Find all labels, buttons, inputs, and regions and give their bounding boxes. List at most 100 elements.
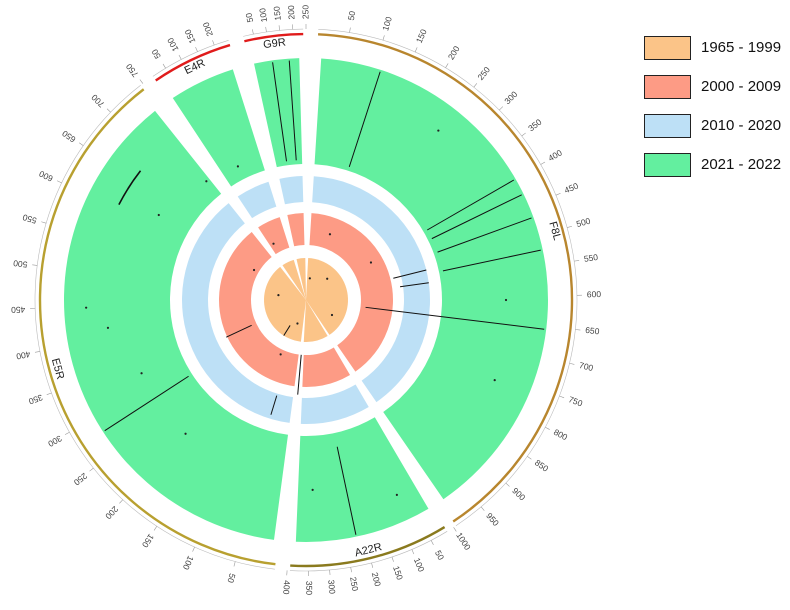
variant-arc	[118, 170, 142, 206]
tick-label: 1000	[454, 530, 473, 552]
tick-mark	[521, 132, 526, 137]
variant-line	[400, 282, 429, 288]
tick-label: 50	[346, 10, 357, 21]
legend-label: 2000 - 2009	[701, 78, 782, 95]
track-sector-2021-2022-A22R	[295, 417, 429, 542]
segment-arc-F8L	[318, 33, 574, 523]
tick-mark	[192, 546, 195, 552]
legend-item-2021-2022: 2021 - 2022	[644, 145, 781, 184]
segment-label-F8L: F8L	[546, 220, 563, 241]
tick-label: 150	[414, 27, 429, 44]
tick-label: 50	[225, 572, 237, 584]
tick-label: 100	[412, 556, 427, 573]
variant-dot	[296, 322, 299, 325]
legend-label: 2021 - 2022	[701, 156, 782, 173]
tick-label: 400	[15, 349, 31, 362]
tick-mark	[106, 108, 111, 113]
variant-dot	[277, 294, 280, 297]
tick-mark	[34, 351, 40, 353]
tick-label: 200	[103, 504, 120, 521]
track-sector-2010-2020-A22R	[300, 384, 369, 424]
track-sector-1965-1999-A22R	[303, 300, 328, 342]
tick-mark	[371, 562, 374, 568]
tick-label: 950	[484, 511, 501, 528]
tick-label: 500	[12, 258, 28, 270]
tick-label: 150	[271, 6, 282, 21]
tick-label: 700	[578, 360, 594, 373]
variant-line	[393, 269, 427, 279]
tick-mark	[559, 395, 565, 399]
segment-label-G9R: G9R	[263, 36, 287, 51]
tick-label: 400	[546, 147, 564, 163]
variant-dot	[279, 353, 282, 356]
legend-item-2000-2009: 2000 - 2009	[644, 67, 781, 106]
track-sector-1965-1999-F8L	[306, 258, 349, 335]
track-sector-2010-2020-G9R	[279, 176, 304, 205]
variant-dot	[326, 277, 329, 280]
segment-arc-G9R	[244, 32, 304, 43]
legend-item-2010-2020: 2010 - 2020	[644, 106, 781, 145]
tick-mark	[430, 540, 434, 545]
tick-label: 850	[533, 457, 551, 474]
tick-mark	[575, 329, 581, 331]
tick-mark	[162, 63, 166, 69]
variant-dot	[504, 298, 508, 302]
tick-mark	[382, 35, 385, 41]
track-sector-2021-2022-E5R	[64, 110, 289, 540]
tick-label: 500	[575, 216, 592, 229]
legend-swatch	[644, 74, 691, 99]
variant-dot	[437, 129, 440, 132]
variant-dot	[328, 233, 332, 236]
track-sector-2010-2020-F8L	[312, 176, 430, 403]
tick-label: 600	[587, 289, 602, 299]
segment-ruler-A22R	[289, 531, 448, 572]
tick-label: 700	[89, 92, 106, 109]
tick-label: 550	[21, 212, 38, 226]
tick-label: 150	[391, 565, 405, 582]
tick-mark	[233, 561, 236, 567]
variant-line	[437, 217, 532, 253]
tick-mark	[540, 161, 546, 165]
variant-line	[297, 354, 302, 395]
tick-label: 400	[281, 580, 292, 595]
variant-dot	[85, 306, 88, 309]
track-sector-2010-2020-E5R	[182, 203, 294, 423]
tick-mark	[505, 482, 510, 487]
variant-line	[348, 71, 381, 168]
segment-label-E4R: E4R	[183, 57, 208, 77]
tick-label: 350	[304, 581, 314, 596]
tick-label: 100	[257, 7, 269, 23]
segment-ruler-E5R	[34, 85, 275, 570]
tick-mark	[265, 26, 267, 32]
tick-label: 450	[563, 180, 580, 195]
tick-mark	[555, 192, 561, 196]
legend: 1965 - 1999 2000 - 2009 2010 - 2020 2021…	[644, 28, 781, 184]
tick-mark	[480, 506, 485, 511]
tick-label: 800	[552, 427, 569, 443]
variant-dot	[308, 277, 311, 280]
tick-label: 300	[46, 433, 63, 449]
track-sector-2000-2009-E5R	[219, 232, 299, 387]
circos-chart: 50 10015020025030035040045050055060065070…	[11, 5, 602, 596]
tick-label: 200	[201, 21, 215, 38]
variant-line	[272, 62, 288, 162]
tick-label: 150	[140, 532, 156, 550]
tick-label: 300	[326, 579, 337, 594]
tick-mark	[41, 221, 47, 224]
tick-mark	[411, 549, 415, 555]
tick-mark	[32, 264, 38, 266]
track-sector-1965-1999-G9R	[296, 258, 306, 300]
legend-swatch	[644, 113, 691, 138]
tick-label: 150	[182, 28, 197, 45]
tick-mark	[178, 54, 182, 60]
tick-mark	[212, 40, 215, 46]
tick-mark	[349, 27, 351, 33]
variant-dot	[272, 242, 275, 245]
variant-line	[288, 60, 297, 161]
segment-arc-A22R	[290, 526, 446, 568]
tick-label: 650	[585, 325, 600, 337]
tick-label: 350	[526, 117, 544, 134]
track-sector-2010-2020-E4R	[237, 181, 277, 219]
track-sector-1965-1999-E5R	[264, 266, 306, 342]
variant-dot	[493, 378, 496, 382]
